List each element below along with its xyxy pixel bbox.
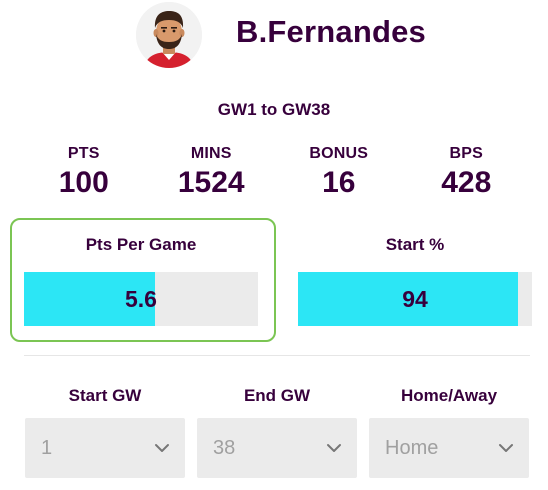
start-percent-value: 94 <box>402 285 428 312</box>
stat-value: 428 <box>441 166 492 199</box>
stat-label: MINS <box>190 145 232 162</box>
stat-mins: MINS 1524 <box>148 145 276 205</box>
section-divider <box>24 355 530 356</box>
player-avatar-icon <box>136 2 202 68</box>
stat-value: 100 <box>58 166 109 199</box>
player-header: B.Fernandes <box>0 0 548 80</box>
stat-bonus: BONUS 16 <box>275 145 403 205</box>
stat-label: BONUS <box>309 145 369 162</box>
home-away-select[interactable]: Home <box>369 418 529 478</box>
pts-per-game-highlight <box>10 218 276 342</box>
end-gw-select[interactable]: 38 <box>197 418 357 478</box>
home-away-value: Home <box>385 437 439 459</box>
start-percent-label: Start % <box>385 235 445 254</box>
start-percent-bar-fill <box>298 272 518 326</box>
stat-label: BPS <box>449 145 483 162</box>
stat-label: PTS <box>67 145 100 162</box>
start-gw-value: 1 <box>41 437 53 459</box>
pts-per-game-label: Pts Per Game <box>85 235 197 254</box>
player-avatar <box>136 2 202 68</box>
chevron-down-icon <box>155 444 169 452</box>
stat-value: 16 <box>322 166 356 199</box>
home-away-label: Home/Away <box>400 386 498 405</box>
gameweek-range: GW1 to GW38 <box>217 100 331 119</box>
pts-per-game-bar: 5.6 <box>24 272 258 326</box>
pts-per-game-bar-fill <box>24 272 156 326</box>
end-gw-value: 38 <box>213 437 236 459</box>
start-gw-select[interactable]: 1 <box>25 418 185 478</box>
stats-row: PTS 100 MINS 1524 BONUS 16 BPS 428 <box>20 145 530 205</box>
stat-bps: BPS 428 <box>403 145 531 205</box>
player-name: B.Fernandes <box>236 14 426 49</box>
start-gw-label: Start GW <box>68 386 142 405</box>
chevron-down-icon <box>499 444 513 452</box>
stat-value: 1524 <box>177 166 245 199</box>
chevron-down-icon <box>327 444 341 452</box>
stat-pts: PTS 100 <box>20 145 148 205</box>
start-percent-bar: 94 <box>298 272 532 326</box>
pts-per-game-value: 5.6 <box>125 285 157 312</box>
end-gw-label: End GW <box>243 386 311 405</box>
